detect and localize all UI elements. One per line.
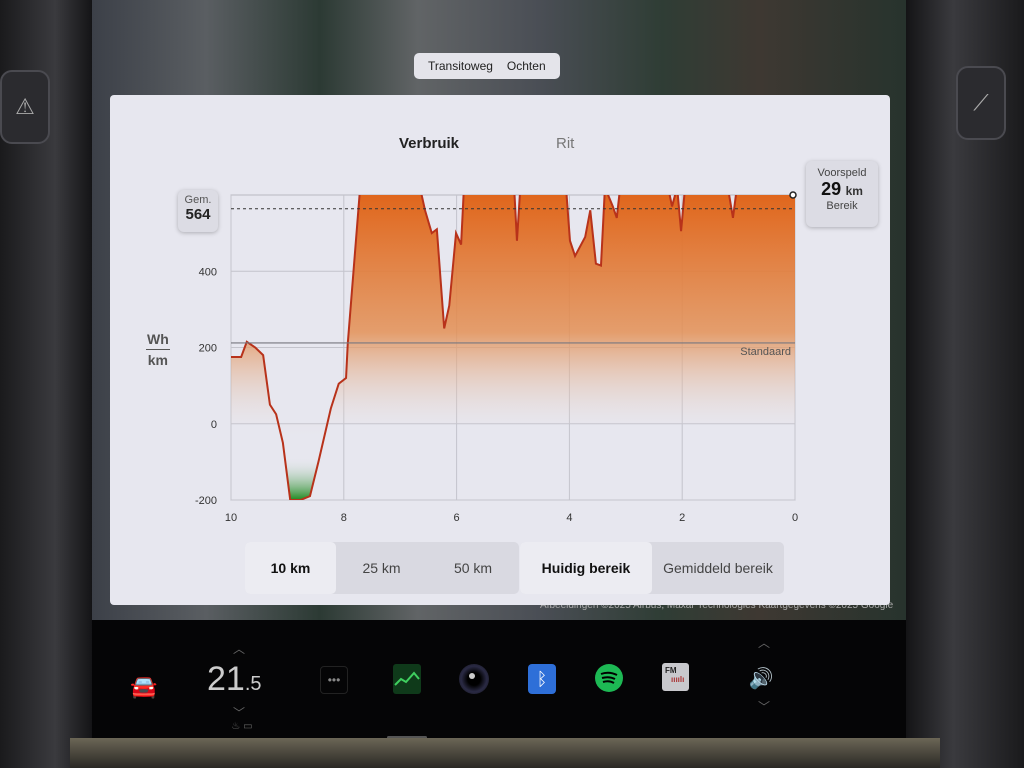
- left-bezel: ⚠: [0, 0, 92, 768]
- trend-icon: [394, 671, 420, 686]
- hazard-button[interactable]: ⚠: [0, 70, 50, 144]
- road-label: Transitoweg Ochten: [414, 53, 560, 79]
- range-10km-button[interactable]: 10 km: [245, 542, 336, 594]
- y-tick-label: -200: [195, 495, 217, 507]
- x-tick-label: 4: [566, 512, 572, 524]
- temperature-display[interactable]: 21.5: [207, 660, 262, 699]
- radio-icon[interactable]: FM ıııılı: [662, 663, 689, 691]
- spotify-icon[interactable]: [595, 664, 623, 692]
- consumption-area: [231, 195, 795, 500]
- radio-label: FM: [665, 666, 677, 675]
- x-tick-label: 10: [225, 512, 237, 524]
- hazard-icon: ⚠: [15, 94, 35, 119]
- temperature-integer: 21: [207, 660, 245, 698]
- tab-rit[interactable]: Rit: [556, 135, 575, 152]
- y-tick-label: 0: [211, 419, 217, 431]
- predicted-sublabel: Bereik: [826, 200, 858, 212]
- x-tick-label: 2: [679, 512, 685, 524]
- place-name: Ochten: [506, 59, 546, 73]
- home-indicator[interactable]: [387, 736, 427, 739]
- range-50km-button[interactable]: 50 km: [453, 560, 493, 576]
- range-25km-button[interactable]: 25 km: [362, 560, 401, 576]
- prediction-marker: [789, 191, 797, 199]
- road-name: Transitoweg: [428, 59, 493, 73]
- map-attribution: Afbeeldingen ©2025 Airbus, Maxar Technol…: [540, 600, 894, 611]
- average-range-button[interactable]: Gemiddeld bereik: [663, 560, 773, 576]
- predicted-unit: km: [845, 184, 863, 198]
- bluetooth-icon[interactable]: ᛒ: [528, 664, 556, 694]
- temp-down-chevron[interactable]: ﹀: [233, 706, 246, 720]
- current-range-button[interactable]: Huidig bereik: [520, 542, 652, 594]
- y-tick-label: 200: [199, 343, 217, 355]
- glovebox-icon: ⟋: [973, 90, 989, 115]
- tab-verbruik[interactable]: Verbruik: [399, 135, 460, 152]
- temp-up-chevron[interactable]: ︿: [233, 642, 246, 656]
- y-axis-unit: Wh km: [146, 331, 170, 368]
- average-value: 564: [185, 206, 211, 223]
- x-tick-label: 8: [341, 512, 347, 524]
- predicted-label: Voorspeld: [817, 167, 867, 179]
- energy-app-icon[interactable]: [393, 664, 421, 694]
- volume-down-chevron[interactable]: ﹀: [758, 700, 771, 714]
- x-tick-label: 0: [792, 512, 798, 524]
- car-icon[interactable]: 🚘: [130, 674, 158, 699]
- energy-panel: Verbruik Rit Wh km 10 8 6 4 2 0 400 200 0 -200 Sta…: [110, 95, 890, 605]
- predicted-range-bubble: Voorspeld 29 km Bereik: [806, 161, 878, 227]
- right-bezel: ⟋: [906, 0, 1024, 768]
- glovebox-button[interactable]: ⟋: [956, 66, 1006, 140]
- y-tick-label: 400: [199, 266, 217, 278]
- bottom-dock: 🚘 ︿ 21.5 ﹀ ♨ ▭ ••• ᛒ FM ıııılı ︿ 🔊 ﹀: [92, 620, 906, 745]
- spotify-waves: [600, 671, 618, 684]
- average-bubble: Gem. 564: [178, 190, 218, 232]
- bezel-trim: [70, 738, 940, 768]
- consumption-line: [231, 195, 737, 500]
- temperature-decimal: .5: [244, 673, 262, 695]
- camera-icon[interactable]: [459, 664, 489, 694]
- y-unit-bottom: km: [147, 352, 168, 368]
- average-label: Gem.: [184, 194, 212, 206]
- distance-selector: 10 km 25 km 50 km: [245, 542, 519, 594]
- volume-icon[interactable]: 🔊: [748, 667, 774, 690]
- range-mode-selector: Huidig bereik Gemiddeld bereik: [520, 542, 784, 594]
- y-unit-top: Wh: [146, 331, 170, 350]
- volume-up-chevron[interactable]: ︿: [758, 636, 771, 650]
- consumption-chart: 10 8 6 4 2 0 400 200 0 -200 Standaard: [195, 191, 798, 524]
- more-icon[interactable]: •••: [320, 666, 348, 694]
- seat-heater-icon[interactable]: ♨ ▭: [231, 720, 253, 732]
- x-tick-label: 6: [454, 512, 460, 524]
- standard-label: Standaard: [740, 346, 791, 358]
- predicted-value: 29: [821, 179, 842, 199]
